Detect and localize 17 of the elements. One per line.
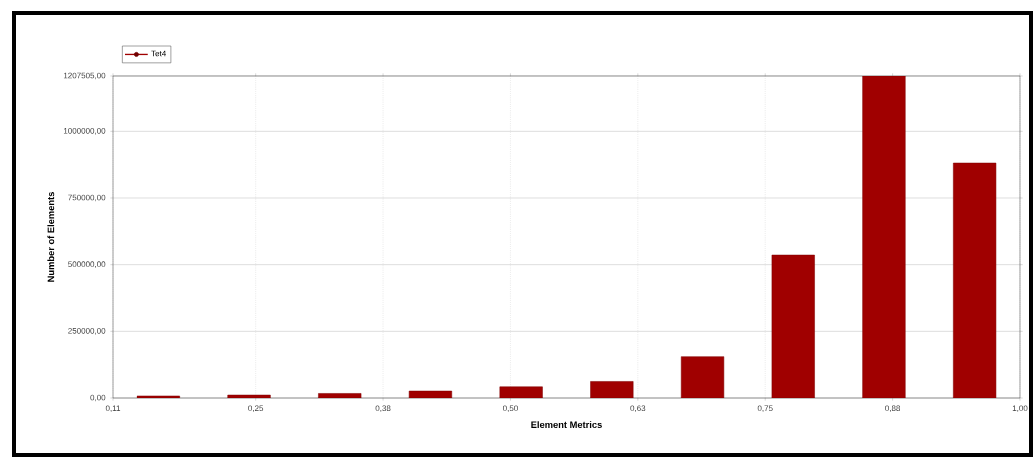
y-tick-label: 1000000,00: [63, 128, 106, 135]
x-tick-label: 0,50: [502, 405, 518, 412]
y-tick-label: 250000,00: [68, 328, 106, 335]
y-axis-title: Number of Elements: [47, 192, 55, 282]
x-tick-label: 0,75: [757, 405, 773, 412]
x-tick-label: 0,88: [885, 405, 901, 412]
y-tick-label: 750000,00: [68, 194, 106, 202]
y-tick-label: 0,00: [90, 394, 106, 402]
x-tick-label: 0,25: [248, 405, 264, 412]
x-tick-label: 0,38: [375, 405, 391, 412]
y-tick-label: 1207505,00: [63, 72, 106, 80]
x-tick-label: 1,00: [1012, 405, 1028, 412]
legend-label: Tet4: [151, 50, 166, 57]
x-tick-label: 0,11: [105, 405, 121, 412]
y-tick-label: 500000,00: [68, 261, 106, 268]
x-axis-title: Element Metrics: [531, 421, 602, 428]
x-tick-label: 0,63: [630, 405, 646, 412]
